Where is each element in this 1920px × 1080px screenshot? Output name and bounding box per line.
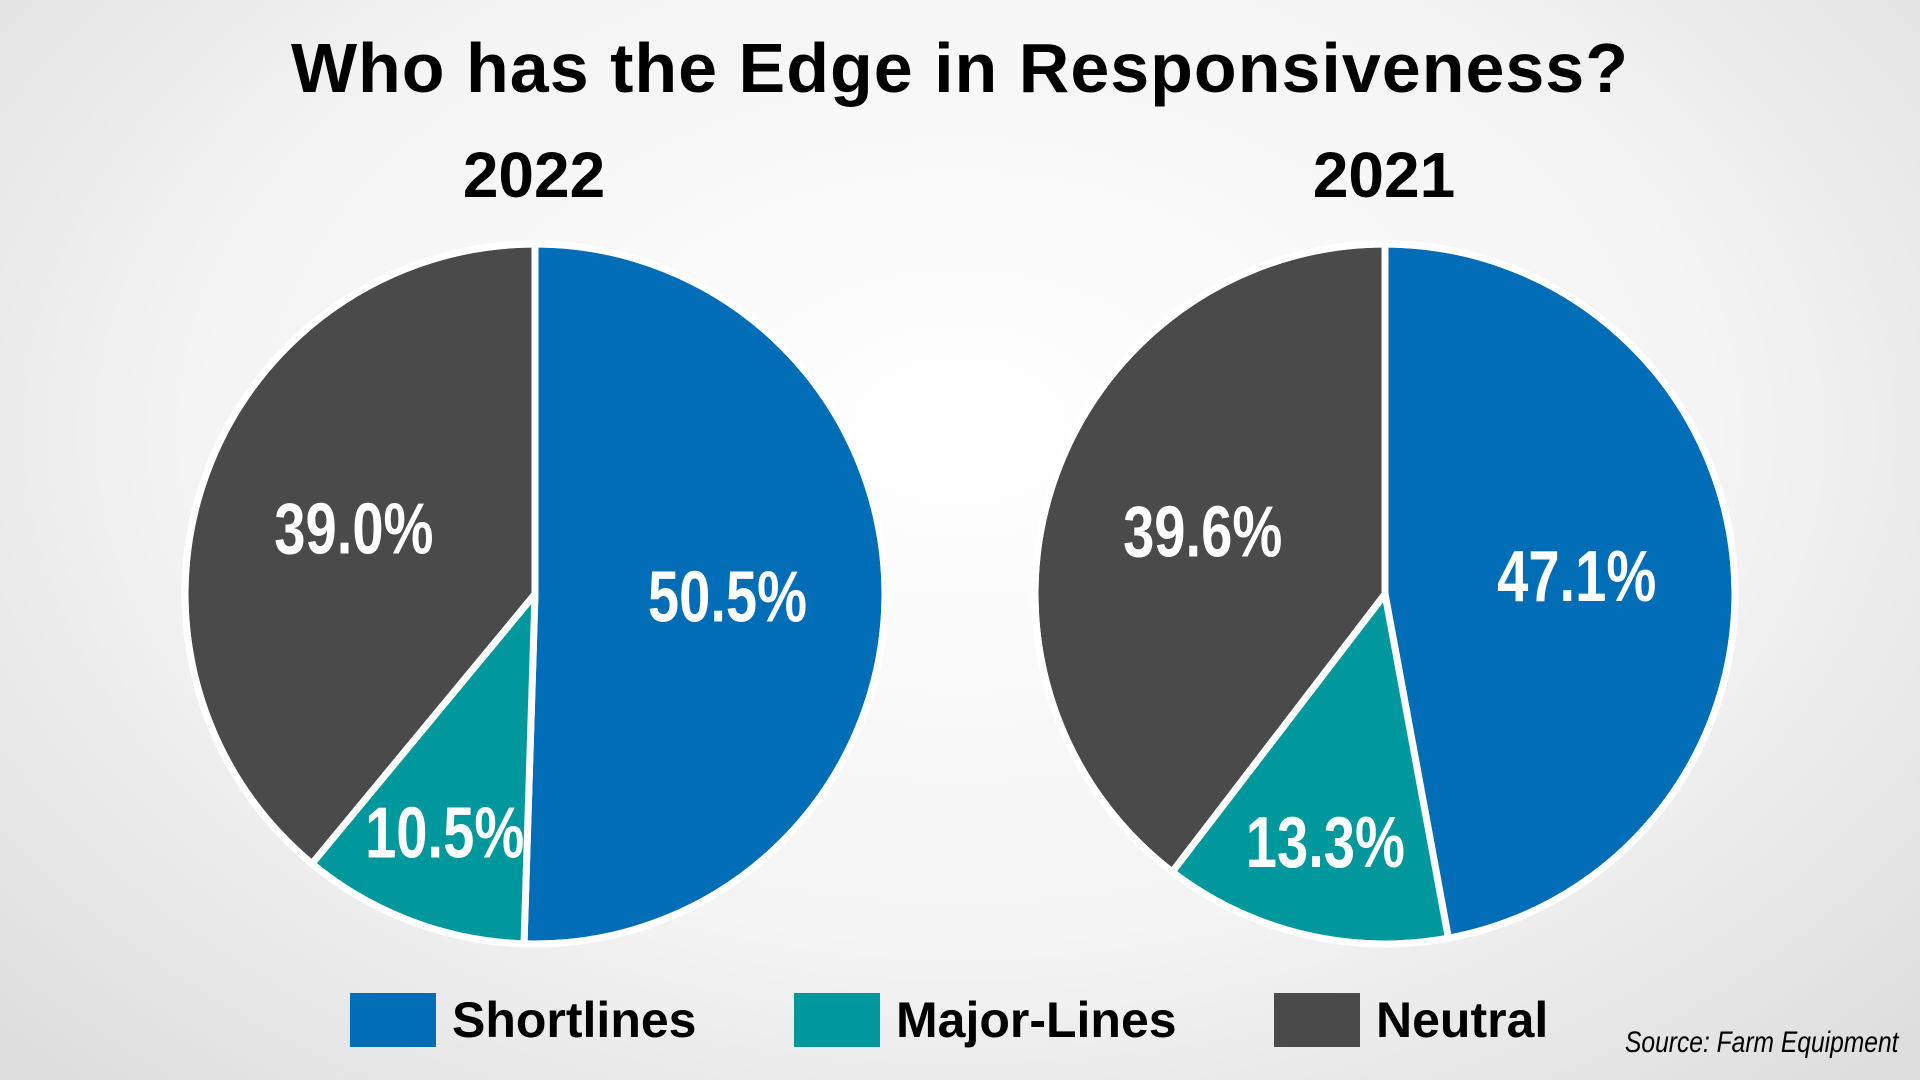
legend-label-shortlines: Shortlines [452,992,697,1048]
chart-title: Who has the Edge in Responsiveness? [290,29,1630,107]
pie-2022-label-shortlines: 50.5% [648,557,807,637]
legend-swatch-neutral [1274,993,1360,1047]
legend-label-major-lines: Major-Lines [896,992,1177,1048]
legend: Shortlines Major-Lines Neutral [0,990,1920,1050]
legend-item-major-lines: Major-Lines [794,990,1177,1050]
legend-item-neutral: Neutral [1274,990,1548,1050]
legend-item-shortlines: Shortlines [350,990,696,1050]
legend-swatch-shortlines [350,993,436,1047]
legend-label-neutral: Neutral [1376,992,1549,1048]
legend-swatch-major-lines [794,993,880,1047]
pie-2022-label-neutral: 39.0% [274,489,433,569]
pie-2022-outline [181,240,889,948]
pie-2022-subtitle: 2022 [462,139,606,211]
pie-2022-label-major-lines: 10.5% [365,793,524,873]
pie-2021-subtitle: 2021 [1312,139,1456,211]
source-note: Source: Farm Equipment [1624,1026,1898,1059]
